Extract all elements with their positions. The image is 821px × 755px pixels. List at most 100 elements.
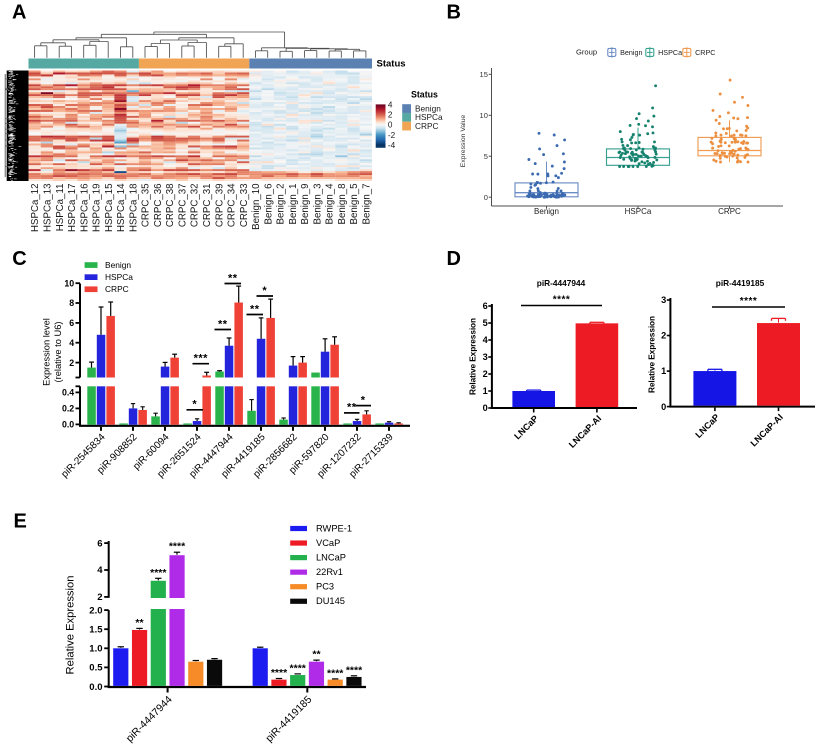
svg-text:10: 10 <box>64 278 74 288</box>
svg-text:Benign_10: Benign_10 <box>251 183 262 230</box>
svg-text:**: ** <box>228 272 238 284</box>
svg-text:1.0: 1.0 <box>89 644 102 655</box>
svg-text:Benign_3: Benign_3 <box>312 184 323 225</box>
svg-text:2: 2 <box>388 111 393 120</box>
svg-text:CRPC_31: CRPC_31 <box>202 184 213 228</box>
svg-text:Benign_4: Benign_4 <box>325 183 336 225</box>
svg-text:CRPC_34: CRPC_34 <box>227 183 238 227</box>
svg-text:-4: -4 <box>388 141 396 150</box>
svg-text:Benign_6: Benign_6 <box>263 184 274 225</box>
svg-text:E: E <box>14 511 27 533</box>
svg-text:PC3: PC3 <box>316 582 334 592</box>
svg-text:Benign_7: Benign_7 <box>362 184 373 225</box>
svg-text:0: 0 <box>483 403 488 413</box>
svg-text:Expression Value: Expression Value <box>460 115 467 168</box>
svg-text:Relative Expression: Relative Expression <box>468 318 478 395</box>
svg-text:*: * <box>262 285 267 297</box>
svg-text:22Rv1: 22Rv1 <box>316 567 343 577</box>
svg-text:****: **** <box>740 296 758 307</box>
svg-text:A: A <box>12 2 26 24</box>
svg-text:Relative Expression: Relative Expression <box>65 576 77 675</box>
svg-text:1: 1 <box>483 386 488 396</box>
svg-text:4: 4 <box>388 100 393 109</box>
svg-text:0: 0 <box>388 121 393 130</box>
svg-text:*: * <box>192 399 197 411</box>
svg-text:B: B <box>447 2 461 24</box>
svg-text:0.0: 0.0 <box>89 682 102 693</box>
svg-text:3: 3 <box>661 295 666 305</box>
svg-text:1.5: 1.5 <box>89 625 103 636</box>
svg-text:Benign: Benign <box>620 48 642 57</box>
svg-text:8: 8 <box>69 298 74 308</box>
svg-text:Benign: Benign <box>105 260 131 270</box>
svg-text:CRPC_37: CRPC_37 <box>177 184 188 228</box>
svg-text:****: **** <box>271 667 288 679</box>
svg-text:CRPC_35: CRPC_35 <box>141 184 152 228</box>
svg-text:6: 6 <box>483 301 488 311</box>
svg-text:CRPC: CRPC <box>415 121 439 131</box>
svg-text:CRPC_39: CRPC_39 <box>214 184 225 228</box>
svg-text:HSPCa_17: HSPCa_17 <box>67 184 78 232</box>
svg-text:****: **** <box>346 664 363 676</box>
svg-text:C: C <box>12 248 26 270</box>
svg-text:CRPC: CRPC <box>105 284 129 294</box>
svg-text:HSPCa_11: HSPCa_11 <box>55 184 66 232</box>
svg-text:HSPCa_13: HSPCa_13 <box>43 184 54 232</box>
svg-text:0.5: 0.5 <box>89 663 103 674</box>
svg-text:****: **** <box>169 541 186 553</box>
svg-text:HSPCa_14: HSPCa_14 <box>116 183 127 232</box>
svg-text:Benign_2: Benign_2 <box>276 184 287 225</box>
svg-text:Status: Status <box>411 89 438 99</box>
svg-text:1: 1 <box>661 366 666 376</box>
svg-text:HSPCa_19: HSPCa_19 <box>92 184 103 232</box>
svg-text:CRPC_32: CRPC_32 <box>190 184 201 228</box>
svg-text:HSPCa: HSPCa <box>415 112 443 122</box>
svg-text:CRPC_38: CRPC_38 <box>165 184 176 228</box>
svg-text:2: 2 <box>97 592 102 603</box>
svg-text:5: 5 <box>483 318 488 328</box>
svg-text:6: 6 <box>97 538 102 549</box>
svg-text:piR-4419185: piR-4419185 <box>716 278 765 288</box>
svg-text:Benign: Benign <box>415 103 441 113</box>
svg-text:Benign_8: Benign_8 <box>337 184 348 225</box>
svg-text:(relative to U6): (relative to U6) <box>53 322 63 383</box>
svg-text:LNCaP: LNCaP <box>316 553 346 563</box>
svg-text:4: 4 <box>69 338 74 348</box>
svg-text:***: *** <box>194 353 209 365</box>
svg-text:*: * <box>361 394 366 406</box>
svg-text:2: 2 <box>69 358 74 368</box>
svg-text:HSPCa_12: HSPCa_12 <box>30 184 41 232</box>
svg-text:**: ** <box>347 402 357 414</box>
svg-text:3: 3 <box>483 352 488 362</box>
svg-text:Expression level: Expression level <box>42 318 52 386</box>
svg-text:HSPCa_15: HSPCa_15 <box>104 184 115 232</box>
svg-text:10: 10 <box>480 111 488 120</box>
svg-text:Benign: Benign <box>534 207 559 216</box>
svg-text:CRPC_33: CRPC_33 <box>239 184 250 228</box>
svg-text:-2: -2 <box>388 131 396 140</box>
svg-text:RWPE-1: RWPE-1 <box>316 524 352 534</box>
svg-text:VCaP: VCaP <box>316 538 340 548</box>
svg-text:HSPCa: HSPCa <box>105 272 133 282</box>
svg-text:5: 5 <box>484 152 488 161</box>
svg-text:CRPC: CRPC <box>695 48 715 57</box>
svg-text:Group: Group <box>576 48 597 57</box>
svg-text:**: ** <box>312 649 321 661</box>
svg-text:HSPCa: HSPCa <box>625 207 652 216</box>
svg-text:CRPC_36: CRPC_36 <box>153 184 164 228</box>
svg-text:HSPCa_18: HSPCa_18 <box>128 184 139 232</box>
svg-text:2: 2 <box>483 369 488 379</box>
svg-text:0.0: 0.0 <box>62 420 74 430</box>
svg-text:piR-4447944: piR-4447944 <box>537 278 586 288</box>
svg-text:0.2: 0.2 <box>62 404 74 414</box>
svg-text:CRPC: CRPC <box>718 207 741 216</box>
svg-text:0: 0 <box>484 193 488 202</box>
svg-text:2.0: 2.0 <box>89 605 102 616</box>
svg-text:****: **** <box>290 662 307 674</box>
svg-text:4: 4 <box>97 565 103 576</box>
svg-text:6: 6 <box>69 318 74 328</box>
svg-text:Benign_9: Benign_9 <box>300 184 311 225</box>
svg-text:****: **** <box>327 667 344 679</box>
svg-text:DU145: DU145 <box>316 596 345 606</box>
svg-text:****: **** <box>150 567 167 579</box>
